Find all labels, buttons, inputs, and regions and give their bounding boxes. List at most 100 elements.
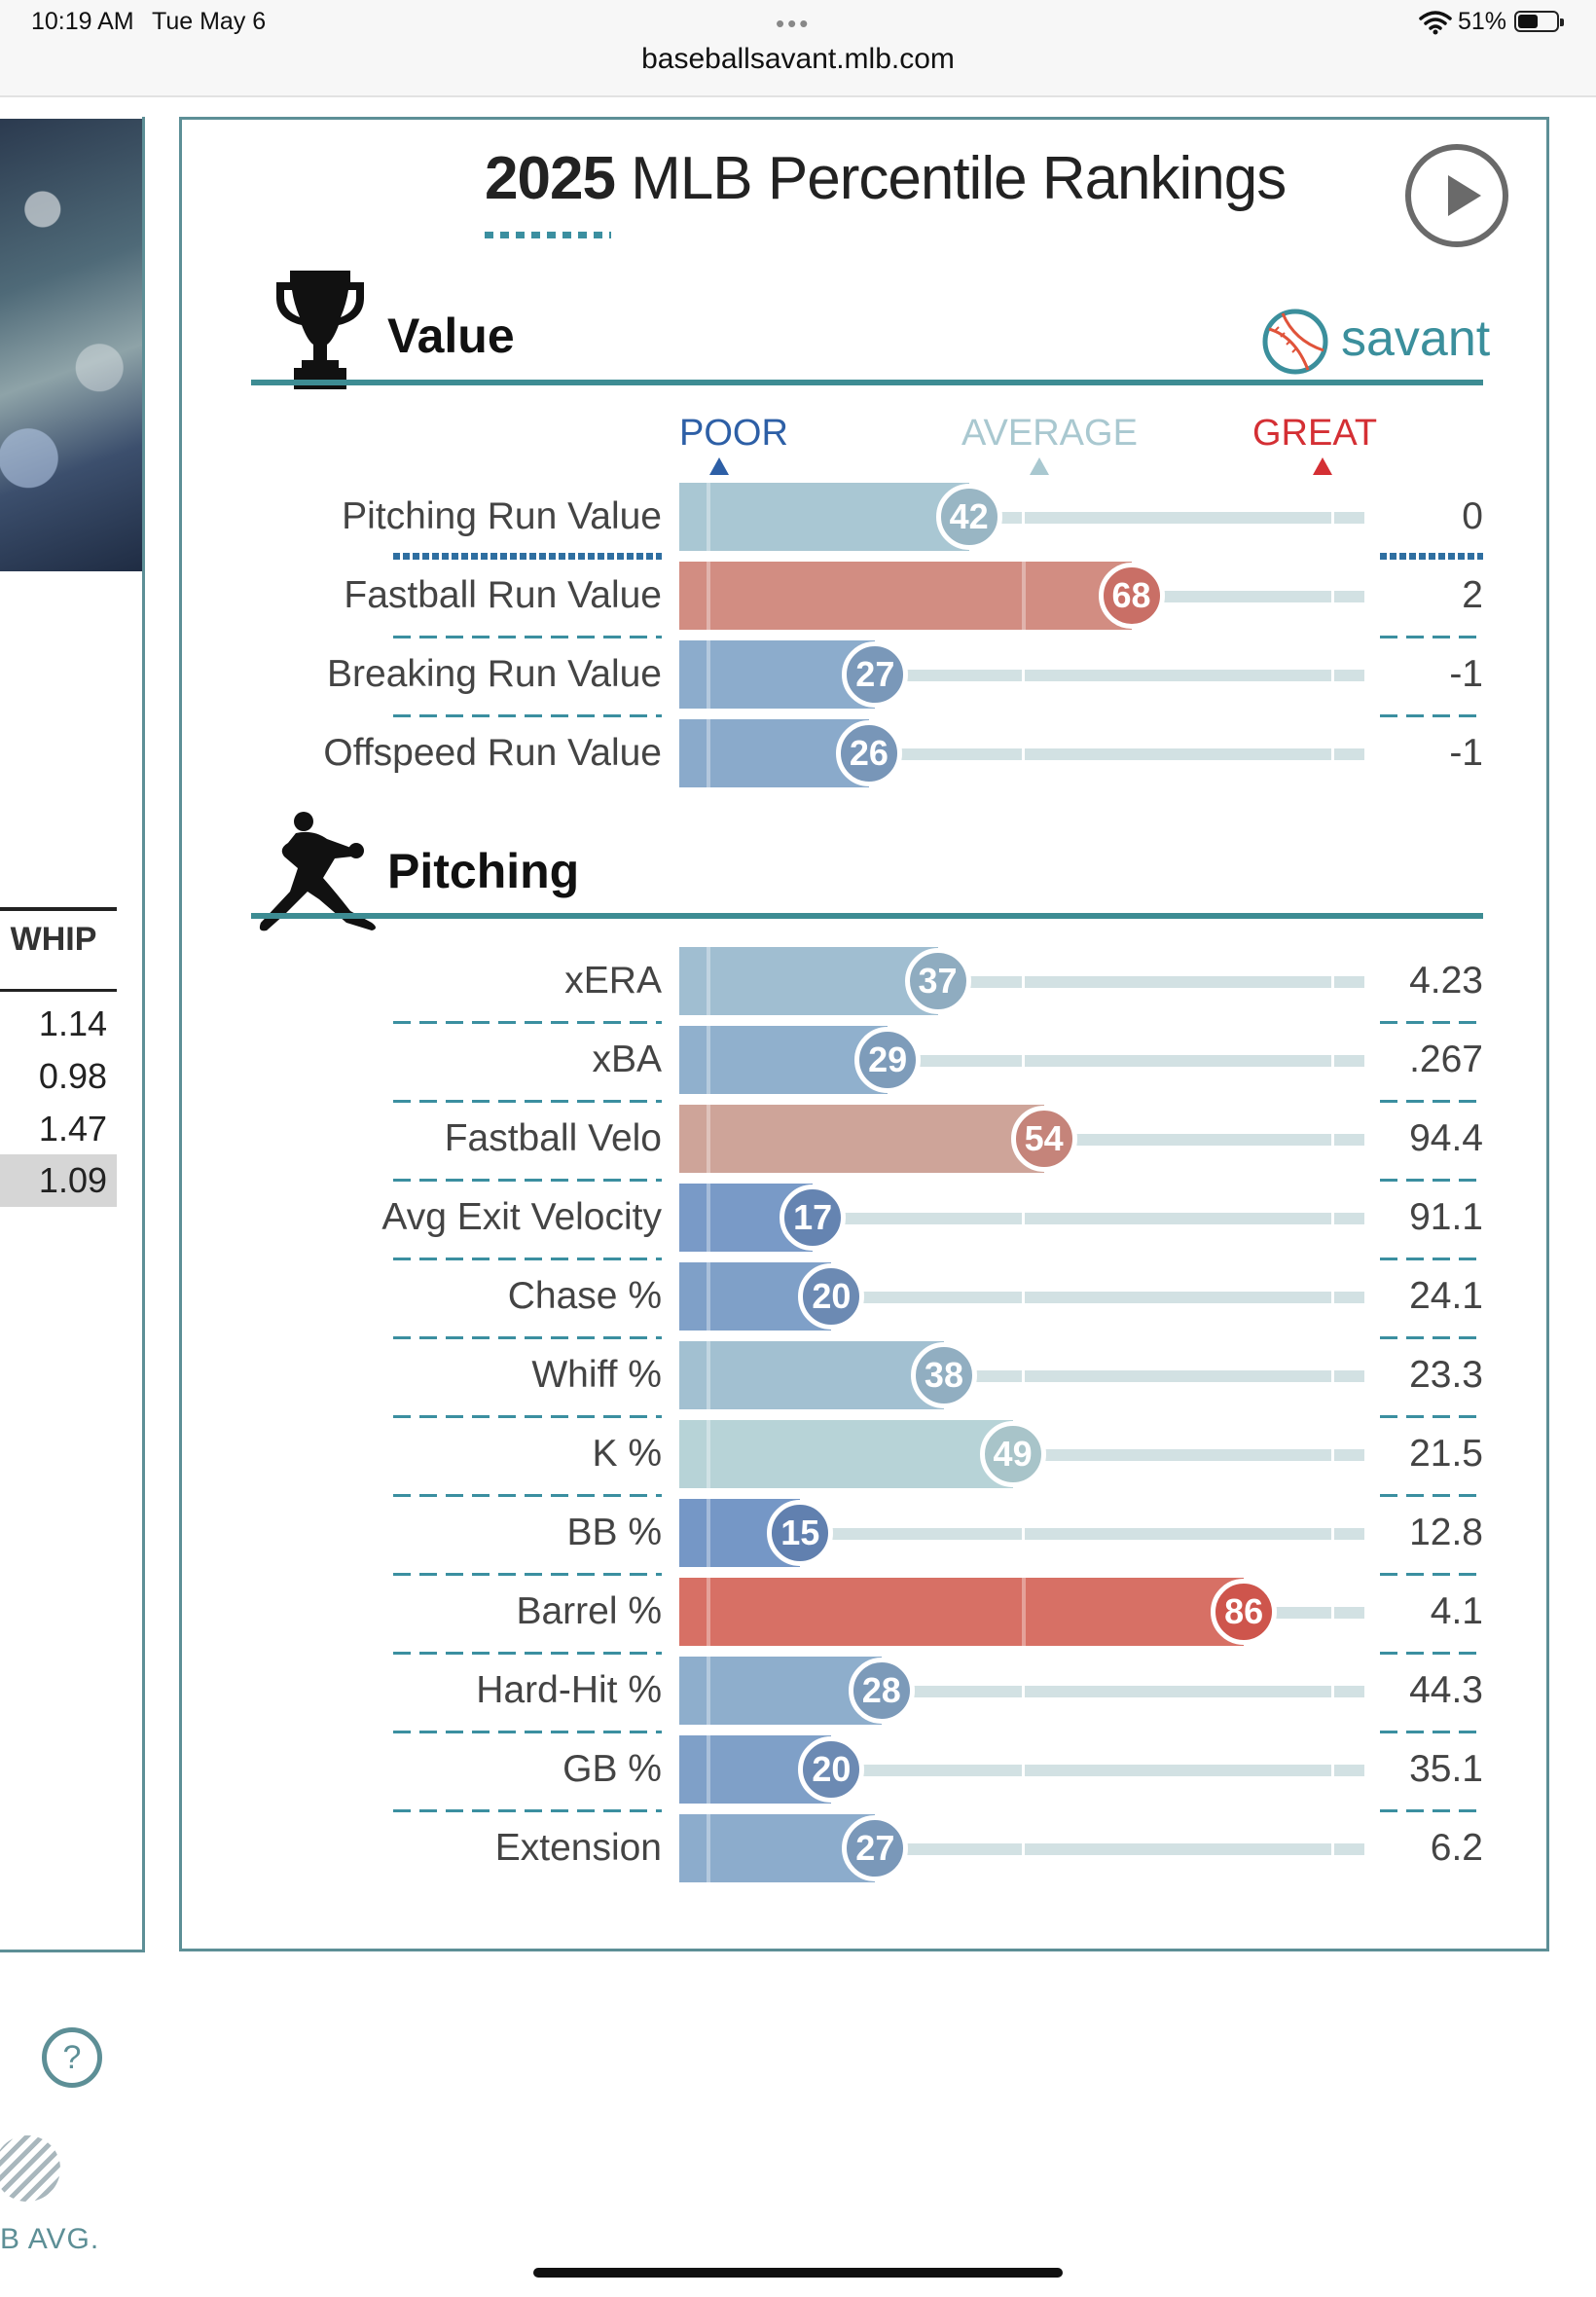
percentile-badge[interactable]: 38 (910, 1342, 977, 1408)
percentile-badge[interactable]: 27 (842, 641, 909, 708)
bar-gridline (707, 562, 710, 630)
help-icon[interactable]: ? (42, 2027, 102, 2088)
bar-gridline (707, 1499, 710, 1567)
table-header-whip[interactable]: WHIP (10, 921, 97, 958)
metric-label[interactable]: xBA (592, 1039, 662, 1080)
metric-label[interactable]: Pitching Run Value (342, 495, 662, 537)
percentile-badge[interactable]: 20 (798, 1736, 865, 1803)
year-dropdown-underline[interactable] (485, 232, 611, 238)
metric-value: 24.1 (1409, 1275, 1483, 1317)
row-divider (1380, 1258, 1483, 1260)
track-tick (1022, 1528, 1025, 1540)
metric-row[interactable]: Whiff % 38 23.3 (0, 1341, 1596, 1420)
row-divider (393, 1731, 662, 1733)
metric-label[interactable]: Avg Exit Velocity (381, 1196, 662, 1238)
percentile-badge[interactable]: 17 (780, 1185, 847, 1251)
row-divider (1380, 714, 1483, 717)
metric-row[interactable]: xERA 37 4.23 (0, 947, 1596, 1026)
track-tick (1331, 670, 1334, 681)
metric-row[interactable]: GB % 20 35.1 (0, 1735, 1596, 1814)
percentile-badge[interactable]: 42 (935, 484, 1002, 550)
home-indicator[interactable] (533, 2268, 1063, 2278)
metric-row[interactable]: Chase % 20 24.1 (0, 1262, 1596, 1341)
status-bar: 10:19 AM Tue May 6 ••• 51% baseballsavan… (0, 0, 1596, 97)
bar-gridline (707, 1105, 710, 1173)
percentile-badge[interactable]: 26 (835, 720, 902, 786)
metric-value: 2 (1462, 574, 1483, 616)
metric-label[interactable]: Chase % (507, 1275, 662, 1317)
metric-row[interactable]: Fastball Velo 54 94.4 (0, 1105, 1596, 1184)
track-tick (1331, 1213, 1334, 1224)
metric-row[interactable]: K % 49 21.5 (0, 1420, 1596, 1499)
metric-label[interactable]: Whiff % (531, 1354, 662, 1396)
track-tick (1022, 1055, 1025, 1067)
metric-row[interactable]: Breaking Run Value 27 -1 (0, 640, 1596, 719)
bar-gridline (707, 1420, 710, 1488)
metric-value: 4.1 (1430, 1590, 1483, 1632)
card-title: 2025 MLB Percentile Rankings (485, 144, 1287, 213)
metric-label[interactable]: xERA (564, 960, 662, 1002)
metric-label[interactable]: Breaking Run Value (327, 653, 662, 695)
metric-row[interactable]: Avg Exit Velocity 17 91.1 (0, 1184, 1596, 1262)
battery-percent: 51% (1458, 8, 1507, 35)
percentile-badge[interactable]: 29 (854, 1027, 922, 1093)
percentile-bar (679, 562, 1132, 630)
metric-value: 91.1 (1409, 1196, 1483, 1238)
bar-gridline (1022, 562, 1026, 630)
metric-value: 23.3 (1409, 1354, 1483, 1396)
track-tick (1331, 591, 1334, 602)
metric-label[interactable]: Extension (494, 1827, 662, 1869)
percentile-badge[interactable]: 37 (904, 948, 971, 1014)
percentile-badge[interactable]: 28 (848, 1658, 915, 1724)
metric-label[interactable]: GB % (562, 1748, 662, 1790)
metric-value: -1 (1449, 732, 1483, 774)
percentile-badge[interactable]: 68 (1098, 563, 1165, 629)
title-year[interactable]: 2025 (485, 145, 616, 212)
metric-label[interactable]: Offspeed Run Value (323, 732, 662, 774)
metric-row[interactable]: Barrel % 86 4.1 (0, 1578, 1596, 1657)
legend-hatch-icon (0, 2135, 60, 2202)
metric-row[interactable]: BB % 15 12.8 (0, 1499, 1596, 1578)
title-text: MLB Percentile Rankings (614, 145, 1287, 212)
bar-gridline (707, 1578, 710, 1646)
percentile-badge[interactable]: 20 (798, 1263, 865, 1330)
percentile-badge[interactable]: 54 (1010, 1106, 1077, 1172)
metric-row[interactable]: Pitching Run Value 42 0 (0, 483, 1596, 562)
metric-label[interactable]: K % (592, 1433, 662, 1475)
row-divider (1380, 1652, 1483, 1655)
track-tick (1022, 1843, 1025, 1855)
metric-row[interactable]: xBA 29 .267 (0, 1026, 1596, 1105)
play-button[interactable] (1405, 144, 1508, 247)
metric-label[interactable]: Fastball Velo (444, 1117, 662, 1159)
metric-row[interactable]: Offspeed Run Value 26 -1 (0, 719, 1596, 798)
metric-value: 94.4 (1409, 1117, 1483, 1159)
metric-row[interactable]: Extension 27 6.2 (0, 1814, 1596, 1893)
track-tick (1331, 512, 1334, 524)
section-divider (251, 380, 1483, 385)
metric-row[interactable]: Hard-Hit % 28 44.3 (0, 1657, 1596, 1735)
bar-gridline (707, 1814, 710, 1882)
metric-label[interactable]: Hard-Hit % (476, 1669, 662, 1711)
savant-baseball-icon (1262, 309, 1328, 375)
percentile-badge[interactable]: 49 (979, 1421, 1046, 1487)
section-divider (251, 913, 1483, 919)
row-divider (1380, 1573, 1483, 1576)
metric-row[interactable]: Fastball Run Value 68 2 (0, 562, 1596, 640)
metric-label[interactable]: Barrel % (516, 1590, 662, 1632)
metric-label[interactable]: Fastball Run Value (344, 574, 662, 616)
track-tick (1022, 1213, 1025, 1224)
row-divider (1380, 1179, 1483, 1182)
metric-value: 12.8 (1409, 1512, 1483, 1553)
percentile-bar (679, 1026, 889, 1094)
more-options-icon[interactable]: ••• (776, 9, 812, 38)
metric-label[interactable]: BB % (566, 1512, 662, 1553)
row-divider (393, 1494, 662, 1497)
percentile-badge[interactable]: 27 (842, 1815, 909, 1881)
percentile-badge[interactable]: 86 (1211, 1579, 1278, 1645)
average-arrow-icon (1030, 457, 1049, 475)
address-bar[interactable]: baseballsavant.mlb.com (641, 43, 955, 75)
row-divider (393, 553, 662, 560)
bar-gridline (707, 719, 710, 787)
percentile-badge[interactable]: 15 (767, 1500, 834, 1566)
bar-gridline (1022, 1578, 1026, 1646)
